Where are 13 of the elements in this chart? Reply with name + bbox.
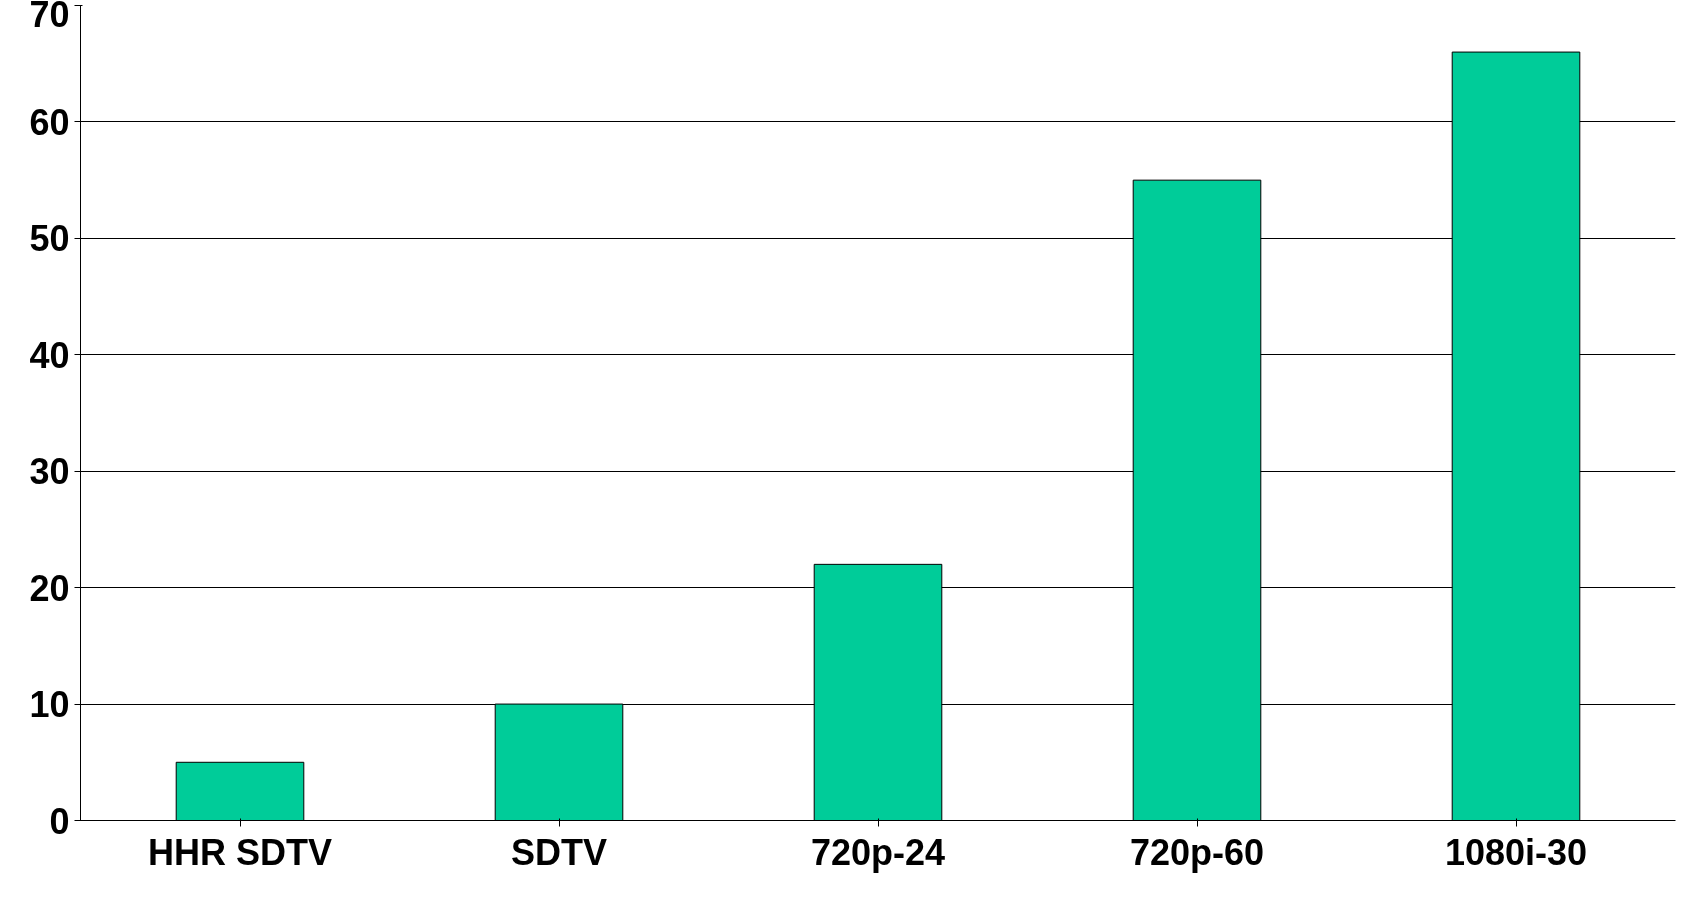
- x-tick-label: 1080i-30: [1444, 831, 1588, 873]
- x-tick-label: 720p-24: [810, 831, 946, 873]
- y-tick-label: 70: [29, 0, 70, 35]
- y-tick-label: 10: [29, 684, 70, 726]
- y-tick-label: 40: [29, 334, 70, 376]
- y-tick-label: 20: [29, 567, 70, 609]
- y-tick-label: 0: [49, 800, 70, 842]
- x-tick-label: HHR SDTV: [148, 831, 333, 873]
- y-tick-label: 60: [29, 101, 70, 143]
- x-tick-label: SDTV: [510, 831, 608, 873]
- y-tick-label: 50: [29, 218, 70, 260]
- y-tick-label: 30: [29, 451, 70, 493]
- x-tick-label: 720p-60: [1129, 831, 1265, 873]
